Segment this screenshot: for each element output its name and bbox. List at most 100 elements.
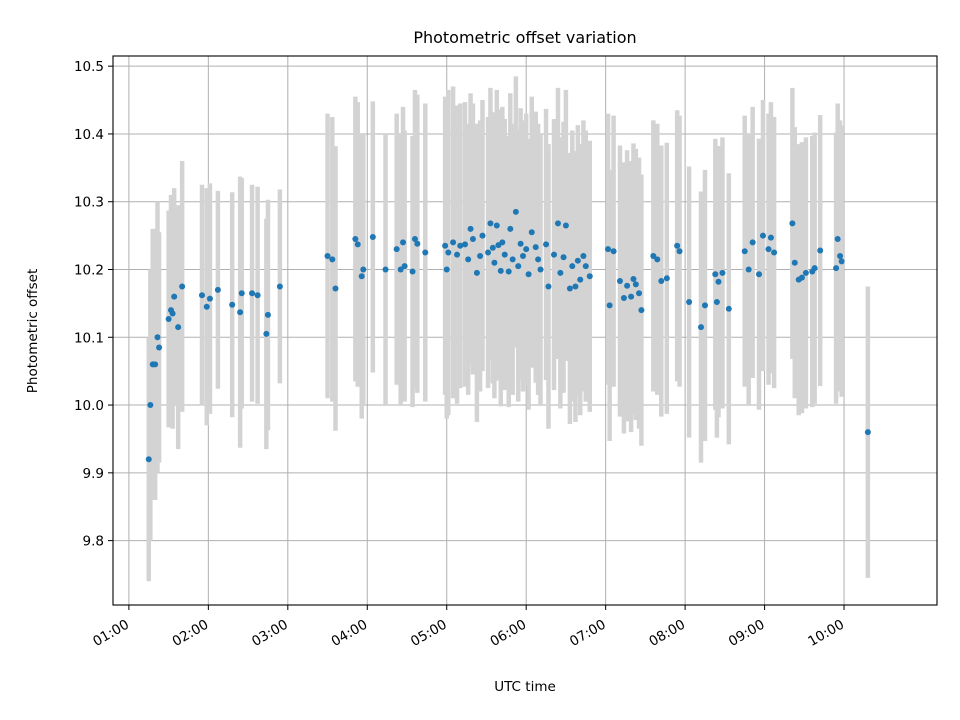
data-point bbox=[169, 310, 176, 317]
y-tick-label: 10.4 bbox=[74, 127, 104, 143]
data-point bbox=[264, 311, 271, 318]
data-point bbox=[352, 236, 359, 242]
data-point bbox=[154, 334, 161, 341]
y-tick-label: 10.2 bbox=[74, 263, 104, 279]
data-point bbox=[789, 220, 796, 227]
data-point bbox=[712, 271, 719, 278]
data-point bbox=[276, 283, 283, 290]
data-point bbox=[543, 241, 550, 248]
data-point bbox=[674, 242, 681, 249]
data-point bbox=[397, 266, 404, 273]
data-point bbox=[229, 301, 236, 308]
data-point bbox=[636, 290, 643, 297]
data-point bbox=[725, 305, 732, 312]
data-point bbox=[620, 294, 627, 301]
data-point bbox=[701, 302, 708, 309]
data-point bbox=[574, 257, 581, 264]
data-point bbox=[580, 252, 587, 259]
data-point bbox=[400, 239, 407, 246]
chart-title: Photometric offset variation bbox=[413, 28, 636, 47]
data-point bbox=[462, 241, 469, 248]
data-point bbox=[624, 282, 631, 289]
data-point bbox=[572, 283, 579, 290]
data-point bbox=[411, 236, 418, 242]
data-point bbox=[489, 244, 496, 251]
data-point bbox=[562, 222, 569, 229]
data-point bbox=[630, 275, 637, 282]
data-point bbox=[741, 248, 748, 255]
data-point bbox=[811, 265, 818, 272]
y-tick-label: 9.9 bbox=[83, 466, 104, 482]
data-point bbox=[676, 248, 683, 255]
data-point bbox=[473, 269, 480, 276]
data-point bbox=[658, 278, 665, 285]
data-point bbox=[535, 256, 542, 263]
data-point bbox=[650, 252, 657, 259]
data-point bbox=[560, 254, 567, 261]
data-point bbox=[523, 246, 530, 253]
data-point bbox=[532, 244, 539, 251]
data-point bbox=[171, 293, 178, 300]
y-tick-label: 10.1 bbox=[74, 330, 104, 346]
data-point bbox=[802, 269, 809, 276]
data-point bbox=[582, 263, 589, 270]
data-point bbox=[505, 268, 512, 275]
data-point bbox=[454, 251, 461, 258]
data-point bbox=[198, 292, 205, 299]
data-point bbox=[214, 286, 221, 293]
data-point bbox=[509, 256, 516, 263]
data-point bbox=[499, 239, 506, 246]
data-point bbox=[525, 271, 532, 278]
data-point bbox=[528, 229, 535, 236]
data-point bbox=[493, 222, 500, 229]
data-point bbox=[791, 259, 798, 266]
data-point bbox=[837, 252, 844, 259]
data-point bbox=[422, 249, 429, 256]
data-point bbox=[605, 246, 612, 253]
data-point bbox=[369, 233, 376, 240]
data-point bbox=[765, 246, 772, 253]
data-point bbox=[686, 299, 693, 306]
data-point bbox=[545, 283, 552, 290]
data-point bbox=[360, 266, 367, 273]
data-point bbox=[401, 263, 408, 270]
data-point bbox=[414, 240, 421, 247]
data-point bbox=[479, 232, 486, 239]
data-points bbox=[145, 208, 871, 463]
data-point bbox=[663, 275, 670, 282]
y-axis-label: Photometric offset bbox=[25, 269, 41, 393]
data-point bbox=[443, 266, 450, 273]
data-point bbox=[393, 246, 400, 253]
data-point bbox=[628, 293, 635, 300]
data-point bbox=[409, 268, 416, 275]
data-point bbox=[557, 269, 564, 276]
data-point bbox=[566, 285, 573, 292]
data-point bbox=[179, 283, 186, 290]
x-axis-label: UTC time bbox=[494, 679, 556, 695]
data-point bbox=[175, 324, 182, 331]
data-point bbox=[554, 220, 561, 227]
data-point bbox=[497, 267, 504, 274]
y-axis-ticks: 9.8 9.9 10.0 10.1 10.2 10.3 10.4 10.5 bbox=[74, 59, 113, 550]
data-point bbox=[238, 290, 245, 297]
data-point bbox=[165, 315, 172, 322]
data-point bbox=[834, 236, 841, 242]
data-point bbox=[569, 263, 576, 270]
data-point bbox=[759, 232, 766, 239]
data-point bbox=[249, 290, 256, 297]
data-point bbox=[537, 266, 544, 273]
data-point bbox=[517, 240, 524, 247]
data-point bbox=[520, 252, 527, 259]
data-point bbox=[203, 303, 210, 310]
data-point bbox=[263, 330, 270, 337]
data-point bbox=[586, 273, 593, 280]
data-point bbox=[507, 225, 514, 232]
data-point bbox=[477, 252, 484, 259]
plot-frame bbox=[112, 55, 938, 606]
data-point bbox=[152, 361, 159, 368]
data-point bbox=[445, 249, 452, 256]
data-point bbox=[715, 278, 722, 285]
data-point bbox=[719, 269, 726, 276]
data-point bbox=[324, 252, 331, 259]
